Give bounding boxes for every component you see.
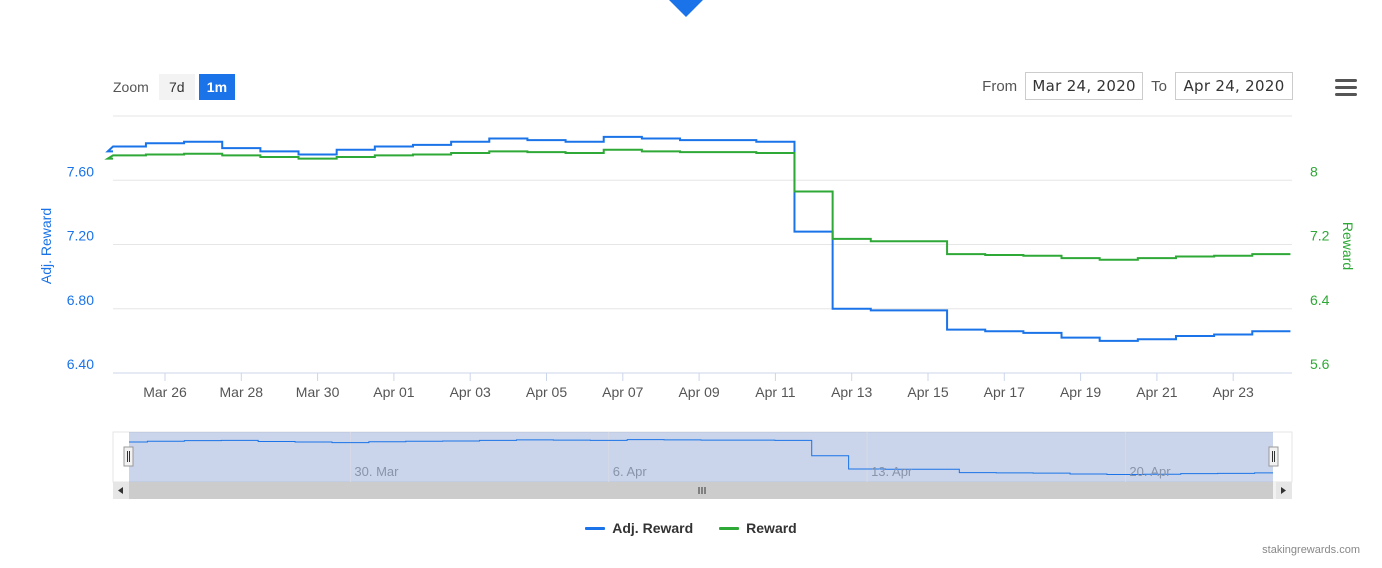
from-date-input[interactable]: Mar 24, 2020: [1025, 72, 1144, 100]
y-axis-left-labels: 6.40 6.80 7.20 7.60: [67, 163, 94, 372]
x-tick-label: Apr 17: [984, 384, 1025, 400]
legend-swatch-reward: [719, 526, 740, 530]
reward-series-line[interactable]: [104, 148, 1291, 261]
zoom-label: Zoom: [113, 79, 149, 95]
series-lines: [104, 135, 1291, 342]
adj-reward-series-line[interactable]: [105, 135, 1291, 342]
y-right-tick-label: 6.4: [1310, 292, 1330, 308]
y-left-tick-label: 7.60: [67, 163, 94, 179]
y-axis-right-labels: 5.6 6.4 7.2 8: [1310, 163, 1330, 372]
legend-item-reward[interactable]: Reward: [719, 520, 797, 536]
x-tick-label: Apr 05: [526, 384, 567, 400]
scroll-right-arrow-icon: [1281, 487, 1286, 494]
navigator[interactable]: 30. Mar 6. Apr 13. Apr 20. Apr: [112, 431, 1293, 483]
x-tick-label: Apr 09: [678, 384, 719, 400]
x-tick-label: Apr 15: [907, 384, 948, 400]
hamburger-menu-icon[interactable]: [1335, 79, 1357, 97]
y-axis-right-title: Reward: [1340, 222, 1356, 270]
navigator-scrollbar[interactable]: [113, 482, 1292, 499]
x-tick-label: Apr 11: [755, 384, 795, 400]
legend-item-adj-reward[interactable]: Adj. Reward: [585, 520, 693, 536]
x-tick-label: Apr 03: [450, 384, 491, 400]
x-tick-label: Apr 13: [831, 384, 872, 400]
x-tick-label: Mar 26: [143, 384, 187, 400]
y-right-tick-label: 5.6: [1310, 356, 1330, 372]
x-axis-ticks: Mar 26 Mar 28 Mar 30 Apr 01 Apr 03 Apr 05 Apr …: [143, 373, 1254, 400]
navigator-label: 30. Mar: [354, 464, 399, 479]
from-label: From: [982, 77, 1018, 95]
y-left-tick-label: 6.80: [67, 292, 94, 308]
scrollbar-thumb[interactable]: [129, 482, 1273, 499]
y-left-tick-label: 6.40: [67, 356, 94, 372]
navigator-label: 6. Apr: [613, 464, 648, 479]
x-tick-label: Apr 01: [373, 384, 414, 400]
x-tick-label: Apr 07: [602, 384, 643, 400]
chart-legend: Adj. Reward Reward: [0, 520, 1382, 536]
credits-link[interactable]: stakingrewards.com: [1262, 544, 1360, 556]
x-tick-label: Apr 21: [1136, 384, 1177, 400]
legend-label-adj: Adj. Reward: [612, 520, 694, 536]
zoom-1m-button[interactable]: 1m: [198, 74, 236, 100]
y-right-tick-label: 8: [1310, 163, 1318, 179]
x-tick-label: Mar 28: [220, 384, 264, 400]
x-tick-label: Apr 23: [1213, 384, 1254, 400]
to-date-input[interactable]: Apr 24, 2020: [1175, 72, 1293, 100]
legend-swatch-adj: [585, 526, 606, 530]
y-left-tick-label: 7.20: [67, 228, 94, 244]
zoom-selector: Zoom 7d 1m: [113, 73, 236, 101]
scroll-left-arrow-icon: [118, 487, 123, 494]
navigator-left-handle[interactable]: [123, 446, 134, 467]
x-tick-label: Apr 19: [1060, 384, 1101, 400]
navigator-label: 13. Apr: [871, 464, 913, 479]
navigator-label: 20. Apr: [1129, 464, 1171, 479]
navigator-series-line: [129, 439, 1273, 475]
date-range-selector: From Mar 24, 2020 To Apr 24, 2020: [974, 72, 1293, 100]
zoom-7d-button[interactable]: 7d: [158, 74, 195, 100]
grid-lines: [113, 115, 1292, 310]
y-right-tick-label: 7.2: [1310, 228, 1330, 244]
x-tick-label: Mar 30: [296, 384, 340, 400]
y-axis-left-title: Adj. Reward: [38, 208, 54, 284]
navigator-right-handle[interactable]: [1268, 446, 1279, 467]
to-label: To: [1151, 77, 1167, 95]
legend-label-reward: Reward: [746, 520, 797, 536]
